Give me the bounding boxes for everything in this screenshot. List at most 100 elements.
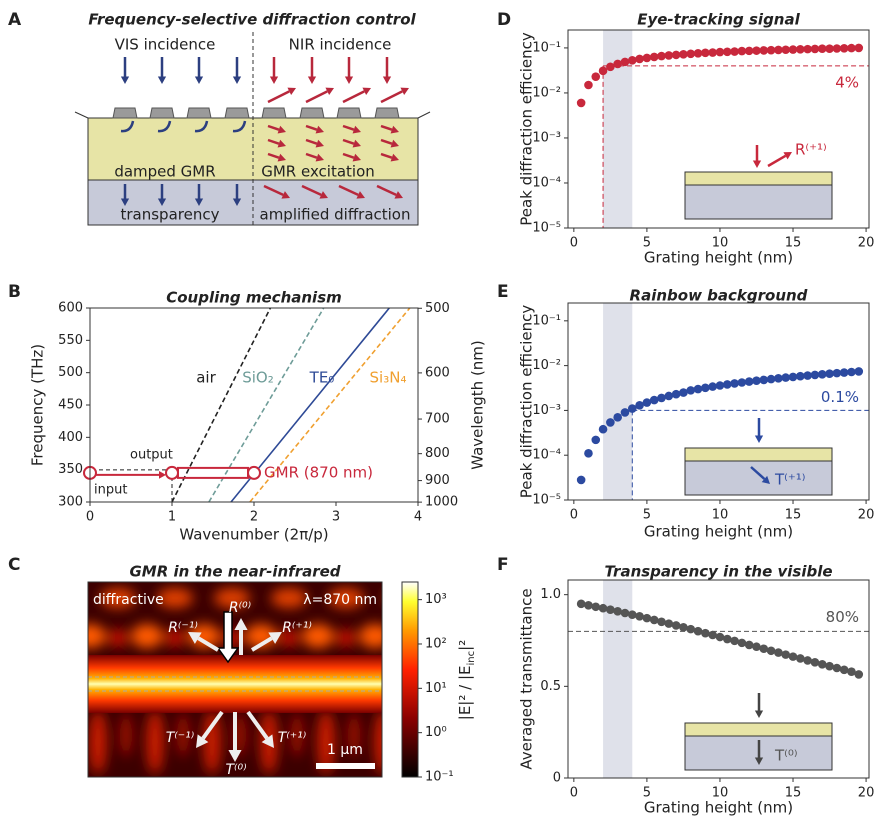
data-point — [635, 54, 644, 64]
panel-title: Frequency-selective diffraction control — [88, 11, 416, 29]
arrow-head — [120, 198, 130, 206]
transmitted-arrow — [228, 712, 242, 762]
y-tick-label: 10⁻⁴ — [532, 448, 561, 463]
data-point — [788, 45, 798, 54]
data-point — [679, 388, 688, 397]
field-lobe — [120, 713, 132, 757]
arrow-shaft — [342, 152, 355, 159]
arrow-shaft — [342, 90, 365, 104]
arrow-head — [277, 125, 286, 134]
grating-tooth — [186, 107, 212, 119]
arrow-head — [315, 153, 324, 162]
arrow-shaft — [376, 184, 397, 196]
data-point — [701, 628, 710, 638]
damped-arrow — [120, 120, 135, 133]
x-axis-label: Grating height (nm) — [644, 523, 793, 541]
y-tick-label: 10⁻² — [532, 358, 561, 373]
field-lobe — [131, 624, 163, 648]
field-lobe — [348, 713, 360, 757]
data-point — [839, 368, 849, 377]
data-point — [759, 644, 769, 654]
damped-arrow — [194, 120, 209, 133]
incident-arrow — [157, 57, 167, 84]
guided-arrow — [380, 124, 399, 134]
data-point — [832, 44, 842, 53]
incident-arrow — [232, 57, 242, 84]
data-point — [854, 43, 864, 53]
data-point — [686, 386, 696, 395]
y-tick-label: 300 — [58, 495, 83, 510]
order-label: T⁽⁰⁾ — [225, 762, 246, 778]
field-lobe — [302, 624, 334, 648]
data-point — [744, 640, 754, 650]
data-point — [730, 47, 739, 56]
colorbar-label-part: |² — [456, 640, 474, 651]
chart-title: Transparency in the visible — [604, 563, 832, 581]
data-point — [759, 46, 769, 55]
order-label: T⁽⁺¹⁾ — [278, 730, 306, 746]
x-tick-label: 15 — [785, 508, 802, 523]
arrow-shaft — [305, 124, 318, 131]
x-tick-label: 0 — [570, 508, 578, 523]
y-axis-label: Peak diffraction efficiency — [518, 305, 536, 499]
colorbar-label-part: |E|² / |E — [456, 665, 474, 720]
reflected-arrow — [267, 87, 296, 104]
series-label: Si₃N₄ — [370, 369, 407, 387]
colorbar — [401, 581, 419, 778]
inset-incident-arrow — [752, 145, 762, 168]
arrow-head — [352, 125, 361, 134]
colorbar-tick-label: 10⁻¹ — [425, 770, 454, 785]
field-lobe — [100, 588, 136, 608]
data-point — [708, 382, 717, 391]
damped-arrow — [232, 120, 247, 133]
panel-title: GMR in the near-infrared — [129, 563, 340, 581]
arrow-head — [390, 139, 399, 148]
arrow-head — [281, 191, 290, 199]
y-tick-label: 500 — [58, 365, 83, 380]
data-point — [591, 435, 601, 445]
field-lobe — [374, 710, 382, 774]
field-lobe — [32, 710, 50, 774]
x-tick-label: 3 — [332, 510, 340, 525]
data-point — [679, 623, 688, 632]
data-point — [664, 51, 674, 60]
arrow-shaft — [267, 152, 280, 159]
field-lobe — [431, 710, 449, 774]
grating-tooth — [374, 107, 400, 119]
data-point — [693, 48, 703, 58]
data-point — [774, 45, 783, 55]
order-label: R⁽⁻¹⁾ — [168, 620, 198, 636]
data-point — [576, 475, 586, 485]
incident-arrow — [269, 57, 279, 84]
arrow-head — [261, 734, 274, 748]
chart-title: Coupling mechanism — [166, 289, 342, 307]
series-line — [249, 308, 411, 502]
y-tick-label: 10⁻⁵ — [532, 493, 561, 508]
arrow-shaft — [342, 138, 355, 145]
field-lobe — [336, 629, 356, 647]
y2-tick-label: 600 — [425, 365, 450, 380]
data-point — [613, 413, 622, 422]
inset-output-arrow — [767, 152, 792, 168]
incident-arrow — [344, 57, 354, 84]
arrow-head — [325, 87, 334, 96]
y-tick-label: 450 — [58, 398, 83, 413]
data-point — [591, 602, 601, 612]
field-lobe — [63, 713, 75, 757]
arrow-head — [307, 76, 317, 84]
guided-arrow — [342, 138, 361, 148]
data-point — [693, 384, 703, 394]
data-point — [686, 624, 696, 634]
arrow-shaft — [305, 152, 318, 159]
y2-tick-label: 900 — [425, 473, 450, 488]
data-point — [686, 49, 696, 59]
guided-arrow — [380, 138, 399, 148]
x-tick-label: 0 — [570, 236, 578, 251]
data-point — [708, 630, 717, 640]
arrow-shaft — [342, 124, 355, 131]
series-line — [208, 308, 325, 502]
y-tick-label: 10⁻³ — [532, 130, 561, 145]
data-point — [679, 50, 688, 59]
data-point — [642, 53, 652, 63]
